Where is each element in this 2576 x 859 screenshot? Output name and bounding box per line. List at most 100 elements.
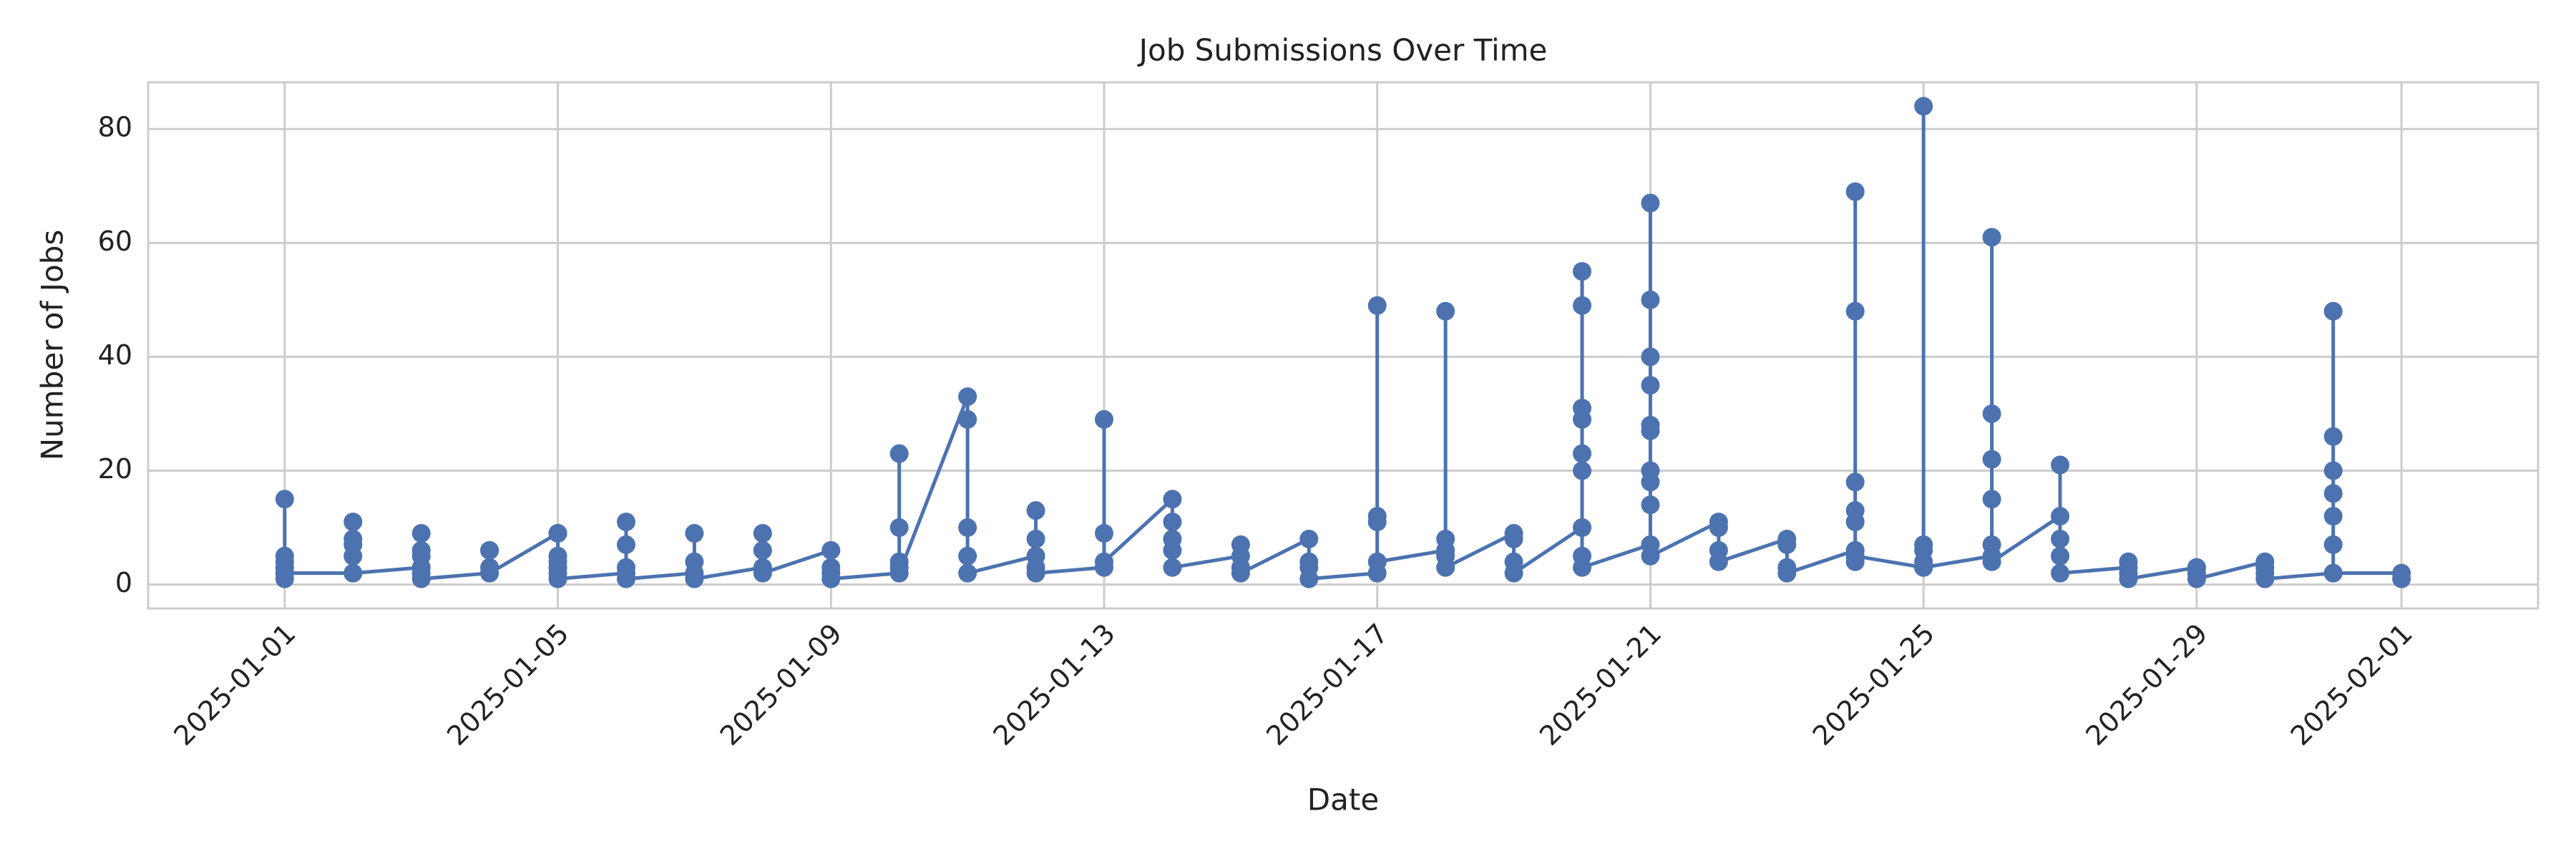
data-point	[1982, 552, 2001, 571]
data-point	[821, 569, 841, 588]
data-point	[1504, 563, 1523, 583]
data-point	[1777, 563, 1797, 583]
data-point	[1095, 409, 1113, 429]
data-point	[1436, 558, 1455, 577]
y-tick-label: 60	[98, 225, 132, 257]
data-point	[1641, 376, 1660, 395]
data-point	[1095, 524, 1113, 543]
data-point	[1982, 228, 2001, 247]
data-point	[1231, 563, 1250, 583]
data-point	[2255, 569, 2275, 588]
data-point	[2323, 507, 2343, 526]
data-point	[753, 524, 772, 543]
data-point	[2051, 507, 2069, 526]
data-point	[1641, 193, 1660, 213]
data-point	[548, 552, 567, 571]
data-point	[617, 535, 635, 554]
data-point	[275, 563, 294, 583]
data-point	[411, 524, 431, 543]
data-point	[1641, 347, 1660, 367]
data-point	[2051, 546, 2069, 566]
data-point	[958, 387, 977, 407]
data-point	[2187, 569, 2206, 588]
x-tick-label: 2025-01-09	[714, 618, 848, 752]
data-point	[685, 524, 704, 543]
data-point	[1982, 535, 2001, 554]
data-point	[1845, 546, 1865, 566]
data-point	[1777, 535, 1797, 554]
x-tick-label: 2025-01-17	[1260, 618, 1394, 752]
x-tick-label: 2025-01-25	[1807, 618, 1941, 752]
x-tick-label: 2025-01-13	[987, 618, 1121, 752]
data-point	[889, 518, 909, 538]
data-point	[548, 569, 567, 588]
data-point	[1436, 301, 1455, 321]
data-point	[343, 535, 363, 554]
data-point	[1982, 404, 2001, 423]
data-point	[958, 563, 977, 583]
data-point	[1641, 495, 1660, 515]
x-axis-label: Date	[1307, 782, 1379, 817]
data-point	[1573, 461, 1591, 480]
data-point	[2323, 301, 2343, 321]
data-point	[480, 563, 499, 583]
data-point	[411, 540, 431, 560]
data-point	[958, 518, 977, 538]
data-point	[2323, 535, 2343, 554]
data-point	[1573, 409, 1591, 429]
data-point	[275, 490, 294, 509]
data-point	[685, 569, 704, 588]
data-point	[343, 513, 363, 532]
data-point	[1163, 490, 1182, 509]
data-point	[1914, 558, 1933, 577]
data-point	[617, 513, 635, 532]
data-point	[617, 569, 635, 588]
data-point	[1709, 518, 1728, 538]
x-tick-label: 2025-01-05	[441, 618, 575, 752]
data-point	[1641, 461, 1660, 480]
data-point	[889, 444, 909, 463]
y-axis-label: Number of Jobs	[35, 230, 70, 461]
data-point	[753, 563, 772, 583]
data-point	[1163, 513, 1182, 532]
data-point	[1163, 558, 1182, 577]
y-tick-label: 80	[98, 112, 132, 143]
data-point	[480, 540, 499, 560]
data-point	[548, 524, 567, 543]
data-point	[1299, 529, 1319, 548]
data-point	[2323, 427, 2343, 446]
y-tick-label: 0	[115, 567, 132, 598]
x-tick-label: 2025-01-01	[167, 618, 301, 752]
data-point	[1573, 558, 1591, 577]
data-point	[2051, 563, 2069, 583]
data-point	[2051, 455, 2069, 475]
data-point	[1573, 262, 1591, 281]
x-tick-label: 2025-01-21	[1533, 618, 1667, 752]
data-point	[2323, 461, 2343, 480]
data-point	[1573, 296, 1591, 315]
data-point	[2323, 563, 2343, 583]
data-point	[1299, 569, 1319, 588]
data-point	[1641, 290, 1660, 309]
data-point	[1026, 563, 1045, 583]
y-tick-label: 40	[98, 339, 132, 371]
data-point	[1095, 552, 1113, 571]
data-point	[1845, 513, 1865, 532]
data-point	[821, 540, 841, 560]
data-point	[1709, 552, 1728, 571]
plot-area	[147, 81, 2540, 610]
data-point	[1573, 518, 1591, 538]
data-point	[411, 569, 431, 588]
data-point	[1982, 490, 2001, 509]
data-point	[1436, 529, 1455, 548]
data-point	[1914, 535, 1933, 554]
data-point	[1641, 546, 1660, 566]
data-point	[1845, 182, 1865, 201]
data-point	[1845, 472, 1865, 492]
data-point	[1982, 450, 2001, 469]
data-point	[1367, 296, 1387, 315]
data-point	[2051, 529, 2069, 548]
data-point	[1026, 501, 1045, 520]
